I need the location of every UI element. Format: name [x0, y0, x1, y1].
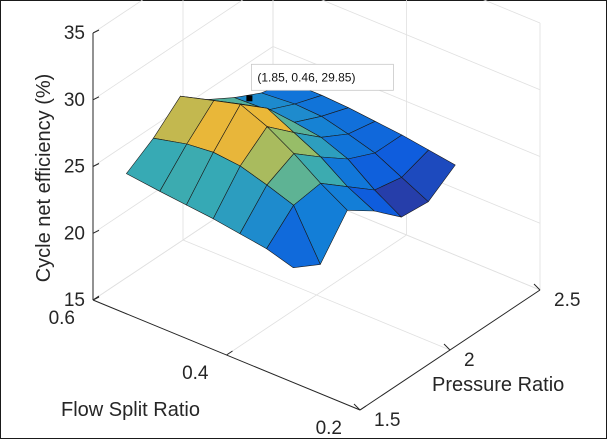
- x-tick-label: 1.5: [374, 410, 400, 431]
- z-tick-label: 20: [64, 223, 85, 244]
- surface-cell: [347, 186, 402, 218]
- z-tick-mark: [92, 229, 100, 234]
- grid-line: [483, 0, 541, 24]
- y-tick-label: 0.6: [49, 308, 75, 329]
- datatip-box: [250, 63, 394, 91]
- surface-mesh: [126, 81, 456, 269]
- z-tick-mark: [92, 29, 100, 34]
- x-tick-mark: [533, 283, 541, 291]
- z-tick-label: 35: [64, 23, 85, 44]
- datatip-label: (1.85, 0.46, 29.85): [257, 70, 355, 84]
- y-tick-mark: [226, 350, 233, 356]
- z-tick-label: 15: [64, 290, 85, 311]
- axes-lines: [92, 29, 541, 411]
- x-tick-mark: [353, 403, 361, 411]
- z-tick-mark: [92, 163, 100, 167]
- x-tick-label: 2: [464, 350, 475, 371]
- y-tick-label: 0.4: [182, 363, 209, 384]
- tick-labels: 15 20 25 30 35 1.5 2 2.5 0.6 0.4 0.2: [49, 23, 581, 439]
- datatip-marker: [246, 95, 253, 102]
- grid-line: [92, 0, 144, 34]
- z-tick-mark: [92, 96, 100, 101]
- x-axis-label: Pressure Ratio: [432, 374, 564, 396]
- z-axis-label: Cycle net efficiency (%): [33, 74, 55, 283]
- y-tick-mark: [92, 295, 100, 301]
- data-tip: (1.85, 0.46, 29.85): [246, 63, 394, 102]
- y-tick-mark: [359, 405, 367, 411]
- grid-line: [226, 234, 407, 356]
- y-axis-label: Flow Split Ratio: [61, 399, 200, 421]
- surface-cell: [266, 205, 321, 269]
- z-tick-label: 25: [64, 157, 85, 178]
- x-tick-mark: [443, 343, 451, 351]
- y-tick-label: 0.2: [316, 418, 342, 439]
- x-tick-label: 2.5: [554, 290, 580, 311]
- z-tick-label: 30: [64, 90, 85, 111]
